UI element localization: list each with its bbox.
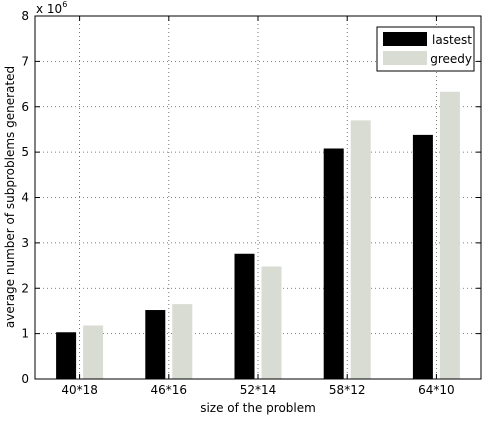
legend-swatch-greedy: [383, 51, 427, 65]
x-tick-label: 40*18: [61, 383, 98, 397]
bar-greedy-52x14: [261, 266, 282, 379]
bar-lastest-46x16: [145, 310, 166, 379]
y-tick-label: 4: [21, 191, 29, 205]
x-tick-label: 64*10: [418, 383, 455, 397]
y-multiplier-exponent: 6: [62, 0, 67, 9]
y-multiplier-base: x 10: [36, 2, 62, 16]
x-tick-label: 52*14: [240, 383, 277, 397]
legend-label-lastest: lastest: [432, 33, 472, 47]
bar-lastest-40x18: [56, 332, 77, 379]
legend-label-greedy: greedy: [430, 52, 472, 66]
bars: [56, 91, 460, 380]
y-axis-label: average number of subproblems generated: [3, 66, 17, 328]
bar-lastest-58x12: [323, 148, 344, 379]
grid-lines: [35, 16, 481, 379]
legend: lastest greedy: [376, 26, 475, 72]
x-tick-label: 58*12: [329, 383, 366, 397]
y-tick-label: 5: [21, 145, 29, 159]
bar-greedy-58x12: [350, 120, 371, 380]
y-tick-label: 7: [21, 54, 29, 68]
bar-lastest-64x10: [412, 134, 433, 379]
y-multiplier-label: x 106: [36, 0, 67, 16]
bar-lastest-52x14: [234, 253, 255, 379]
bar-greedy-46x16: [172, 304, 193, 379]
axis-ticks: [35, 15, 481, 380]
y-tick-label: 1: [21, 327, 29, 341]
x-tick-label: 46*16: [151, 383, 188, 397]
bar-greedy-64x10: [439, 91, 460, 380]
y-tick-label: 0: [21, 372, 29, 386]
bar-greedy-40x18: [83, 325, 104, 379]
legend-swatch-lastest: [383, 32, 427, 46]
y-tick-label: 8: [21, 9, 29, 23]
tick-labels: 0 1 2 3 4 5 6 7 8 40*18 46*16 52*14 58*12 64*10: [21, 9, 454, 397]
y-tick-label: 2: [21, 281, 29, 295]
x-axis-label: size of the problem: [200, 401, 316, 415]
y-tick-label: 6: [21, 100, 29, 114]
y-tick-label: 3: [21, 236, 29, 250]
